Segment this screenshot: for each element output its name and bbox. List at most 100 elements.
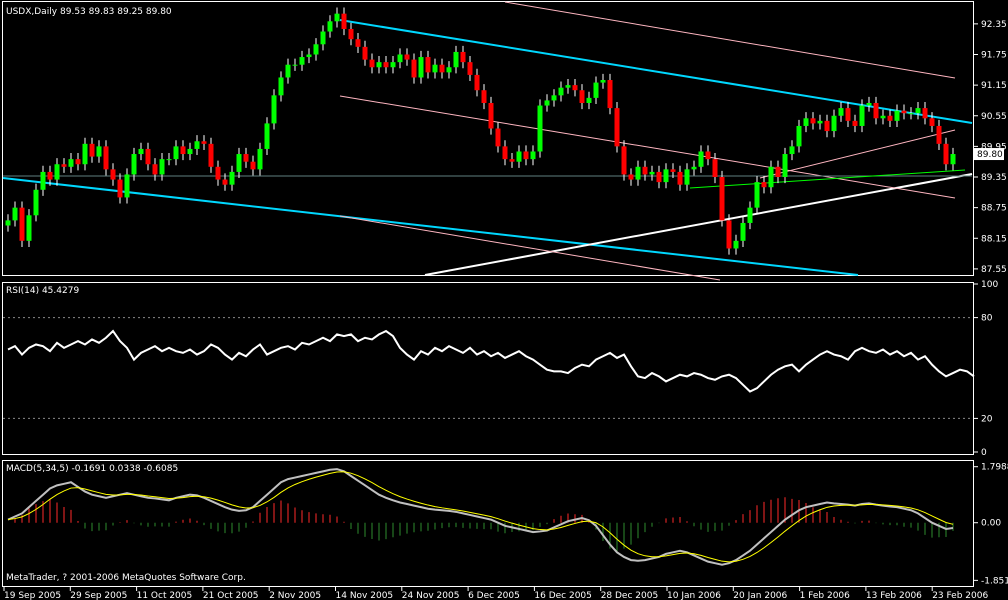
green-trendline [689,169,966,189]
candle-up [432,64,438,73]
rsi-line [7,329,975,393]
candle-down [712,159,718,178]
candle-up [68,159,74,167]
candle-down [250,161,256,170]
candle-up [698,151,704,167]
fan-line-2 [339,95,956,199]
candle-down [19,207,25,241]
candle-down [348,28,354,40]
rsi-panel[interactable] [2,282,974,455]
date-tick-label: 11 Oct 2005 [137,591,193,600]
candle-up [684,169,690,185]
candle-down [208,143,214,167]
candle-down [929,118,935,126]
candle-down [222,179,228,185]
candle-down [89,143,95,157]
macd-tick-label: 1.7988 [981,463,1008,473]
macd-tick-label: 0.00 [981,519,1001,529]
watermark-text: MetaTrader, ? 2001-2006 MetaQuotes Softw… [6,573,246,583]
candle-up [691,166,697,170]
candle-down [677,171,683,185]
candle-down [481,90,487,103]
candle-down [474,74,480,91]
candle-up [299,57,305,65]
candle-up [789,146,795,155]
rsi-tick-label: 0 [981,448,987,458]
candle-down [425,57,431,73]
candle-up [803,118,809,126]
price-panel[interactable] [2,1,974,276]
candle-down [460,51,466,63]
candle-up [649,171,655,175]
candle-up [229,171,235,185]
candle-up [376,62,382,68]
candle-up [236,154,242,172]
candle-down [75,159,81,165]
candle-up [418,57,424,78]
price-tag-label: 89.80 [977,150,1003,160]
candle-up [453,51,459,68]
candle-up [257,148,263,170]
candle-down [411,59,417,78]
candle-up [838,108,844,116]
candle-up [187,148,193,155]
candle-down [145,148,151,165]
price-tick-label: 91.75 [981,50,1007,60]
candle-up [593,82,599,98]
candle-up [831,115,837,132]
candle-up [950,154,956,165]
candle-down [719,177,725,221]
candle-down [369,59,375,68]
candle-down [845,108,851,121]
price-tick-label: 92.35 [981,20,1007,30]
fan-line-1 [504,1,956,79]
signal-line [7,471,954,563]
price-tick-label: 90.55 [981,112,1007,122]
candle-down [117,179,123,198]
date-tick-label: 10 Jan 2006 [667,591,721,600]
candle-down [873,102,879,119]
candle-down [243,154,249,162]
candle-down [810,118,816,124]
candle-up [635,166,641,180]
candle-down [607,80,613,109]
macd-layer: 1.7988 0.00 -1.8512 [7,463,1008,586]
fan-line-3 [339,215,721,281]
date-tick-label: 29 Sep 2005 [70,591,127,600]
date-tick-label: 6 Dec 2005 [468,591,520,600]
candle-up [96,146,102,157]
price-tick-label: 87.55 [981,265,1007,275]
candle-up [397,54,403,63]
price-tick-label: 89.35 [981,173,1007,183]
price-tick-label: 89.95 [981,142,1007,152]
candle-up [124,174,130,198]
candle-down [614,108,620,147]
candle-down [180,146,186,155]
candle-down [61,164,67,167]
candle-up [530,151,536,160]
macd-panel[interactable] [2,460,974,587]
candle-up [859,105,865,126]
rsi-tick-label: 100 [981,280,998,290]
rsi-layer: 100 80 20 0 [3,280,998,458]
candle-down [936,125,942,144]
candle-down [621,146,627,175]
candle-up [33,189,39,216]
price-tick-label: 91.15 [981,81,1007,91]
candle-down [887,115,893,121]
rsi-title: RSI(14) 45.4279 [6,286,79,296]
candle-up [558,87,564,96]
date-tick-label: 23 Feb 2006 [932,591,988,600]
candle-down [705,151,711,160]
candle-up [320,31,326,45]
current-price-tag: 89.80 [974,148,1004,161]
candle-down [852,120,858,126]
candle-down [362,46,368,60]
candle-up [271,95,277,124]
candle-up [663,169,669,183]
candle-up [796,125,802,147]
fan-line-4 [759,129,956,179]
date-tick-label: 2 Nov 2005 [269,591,321,600]
rsi-tick-label: 80 [981,314,993,324]
